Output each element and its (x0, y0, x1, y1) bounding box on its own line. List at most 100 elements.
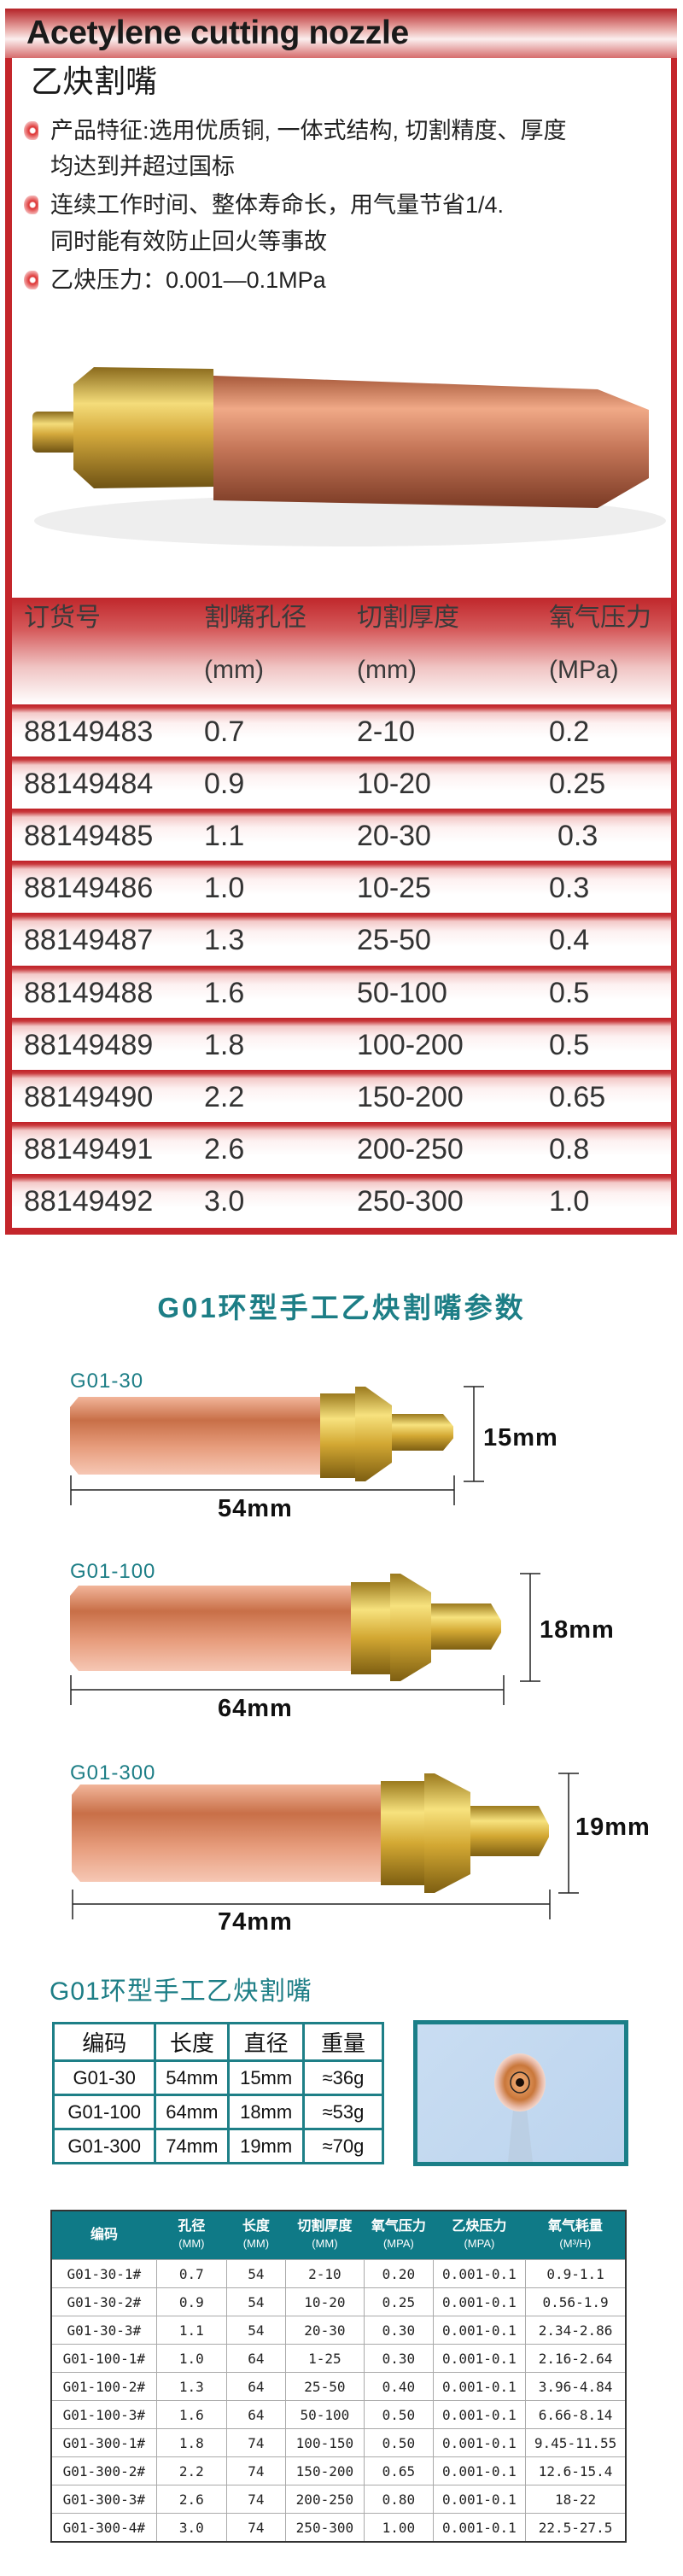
g01-section-title: G01环型手工乙炔割嘴参数 (157, 1292, 526, 1323)
spec-table-cell: 54mm (154, 2059, 231, 2096)
order-table-cell: 0.3 (549, 872, 590, 905)
spec-table-cell: G01-300 (51, 2128, 157, 2164)
order-table-cell: 0.7 (204, 716, 245, 748)
order-header-cell: 切割厚度 (357, 604, 459, 632)
param-table-cell: G01-100-2# (50, 2372, 157, 2401)
param-header-unit: (MM) (178, 2237, 205, 2250)
parameter-table: 编码 孔径 (MM) 长度 (MM) 切割厚度 (MM) 氧气压力 (MPA) 乙炔压力 (MPA)… (50, 2210, 627, 2543)
bullet-icon (24, 196, 38, 214)
order-table-cell: 88149490 (24, 1080, 154, 1113)
nozzle-model-label: G01-30 (70, 1370, 144, 1393)
order-table-cell: 88149483 (24, 716, 154, 748)
spec-header-cell: 编码 (51, 2022, 157, 2062)
param-header-name: 编码 (90, 2228, 119, 2242)
param-header-name: 氧气压力 (371, 2219, 426, 2234)
feature-text: 乙炔压力：0.001—0.1MPa (50, 267, 326, 293)
order-table-cell: 0.4 (549, 924, 590, 957)
order-table-cell: 1.3 (204, 924, 245, 957)
param-table-cell: 0.9 (155, 2287, 228, 2316)
nozzle-model-label: G01-300 (70, 1761, 156, 1785)
param-table-cell: 0.40 (364, 2372, 434, 2401)
param-table-row: G01-100-1# 1.0 64 1-25 0.30 0.001-0.1 2.16-2.6… (50, 2344, 627, 2373)
brass-collar (351, 1582, 390, 1674)
order-table-cell: 88149487 (24, 924, 154, 957)
param-table-cell: G01-300-4# (50, 2513, 157, 2543)
param-header-unit: (MPA) (464, 2237, 495, 2250)
spec-table-cell: 64mm (154, 2094, 231, 2130)
order-table-cell: 10-25 (357, 872, 431, 905)
spec-table-cell: ≈36g (302, 2059, 384, 2096)
param-table-cell: 74 (226, 2513, 286, 2543)
order-table-cell: 250-300 (357, 1184, 464, 1218)
param-table-cell: G01-30-2# (50, 2287, 157, 2316)
param-table-cell: 0.7 (155, 2259, 228, 2288)
param-table-cell: 74 (226, 2456, 286, 2485)
order-table-row: 88149483 0.7 2-10 0.2 (12, 704, 671, 756)
brass-collar (381, 1781, 424, 1885)
param-header-cell: 氧气耗量 (M³/H) (525, 2211, 626, 2260)
param-table-cell: 64 (226, 2372, 286, 2401)
brass-flange (424, 1773, 470, 1893)
copper-body (72, 1785, 381, 1882)
brass-flange (355, 1387, 392, 1481)
spec-section-title: G01环型手工乙炔割嘴 (50, 1977, 312, 2006)
product-name-cn: 乙炔割嘴 (31, 64, 157, 99)
param-table-row: G01-100-2# 1.3 64 25-50 0.40 0.001-0.1 3.96-4.… (50, 2372, 627, 2401)
param-table-cell: 54 (226, 2316, 286, 2345)
spec-table: 编码 长度 直径 重量 G01-30 54mm 15mm ≈36g G01-100 64mm 18… (51, 2022, 384, 2164)
nozzle-model-label: G01-100 (70, 1560, 156, 1583)
param-table-cell: 0.50 (364, 2428, 434, 2457)
order-table-cell: 1.6 (204, 976, 245, 1009)
order-table-row: 88149485 1.1 20-30 0.3 (12, 809, 671, 862)
order-table-cell: 0.5 (549, 1028, 590, 1061)
param-table-cell: 54 (226, 2287, 286, 2316)
spec-table-cell: ≈53g (302, 2094, 384, 2130)
param-table-cell: 2.2 (155, 2456, 228, 2485)
order-table-cell: 0.8 (549, 1132, 590, 1165)
spec-table-cell: ≈70g (302, 2128, 384, 2164)
param-table-cell: G01-300-1# (50, 2428, 157, 2457)
param-table-cell: 74 (226, 2428, 286, 2457)
param-table-row: G01-100-3# 1.6 64 50-100 0.50 0.001-0.1 6.66-8… (50, 2400, 627, 2429)
order-table-cell: 0.65 (549, 1080, 606, 1113)
order-table-cell: 1.0 (204, 872, 245, 905)
param-table-cell: G01-30-3# (50, 2316, 157, 2345)
order-table-row: 88149492 3.0 250-300 1.0 (12, 1173, 671, 1226)
brass-tip (431, 1603, 501, 1650)
spec-table-cell: 15mm (227, 2059, 305, 2096)
order-table-cell: 150-200 (357, 1080, 464, 1113)
param-header-name: 长度 (242, 2219, 270, 2234)
param-table-cell: 0.30 (364, 2316, 434, 2345)
param-header-cell: 氧气压力 (MPA) (364, 2211, 434, 2260)
param-table-cell: 0.001-0.1 (432, 2485, 527, 2514)
feature-text: 连续工作时间、整体寿命长，用气量节省1/4. (50, 192, 505, 218)
order-table-cell: 88149484 (24, 768, 154, 801)
brass-flange (390, 1574, 431, 1681)
order-table-header (12, 598, 671, 704)
param-table-cell: 1-25 (284, 2344, 365, 2373)
param-table-cell: 150-200 (284, 2456, 365, 2485)
param-table-cell: 0.65 (364, 2456, 434, 2485)
order-table-cell: 88149489 (24, 1028, 154, 1061)
order-table-cell: 0.5 (549, 976, 590, 1009)
order-table-cell: 2-10 (357, 716, 416, 748)
order-table-cell: 10-20 (357, 768, 431, 801)
spec-header-cell: 长度 (154, 2022, 231, 2062)
param-table-cell: 0.001-0.1 (432, 2287, 527, 2316)
order-table-cell: 88149485 (24, 820, 154, 853)
copper-body (70, 1397, 320, 1475)
order-table-cell: 88149486 (24, 872, 154, 905)
length-label: 64mm (218, 1695, 293, 1722)
param-header-name: 切割厚度 (297, 2219, 353, 2234)
nozzle-tip-photo (413, 2020, 628, 2166)
param-table-cell: G01-100-3# (50, 2400, 157, 2429)
order-table-row: 88149488 1.6 50-100 0.5 (12, 965, 671, 1018)
order-table-cell: 100-200 (357, 1028, 464, 1061)
order-table-cell: 0.2 (549, 716, 590, 748)
length-label: 74mm (218, 1908, 293, 1936)
param-table-cell: 12.6-15.4 (525, 2456, 627, 2485)
order-table-cell: 88149491 (24, 1132, 154, 1165)
param-table-row: G01-30-1# 0.7 54 2-10 0.20 0.001-0.1 0.9-1.1 (50, 2259, 627, 2288)
param-table-row: G01-300-1# 1.8 74 100-150 0.50 0.001-0.1 9.45-… (50, 2428, 627, 2457)
order-header-unit: (mm) (204, 656, 264, 684)
